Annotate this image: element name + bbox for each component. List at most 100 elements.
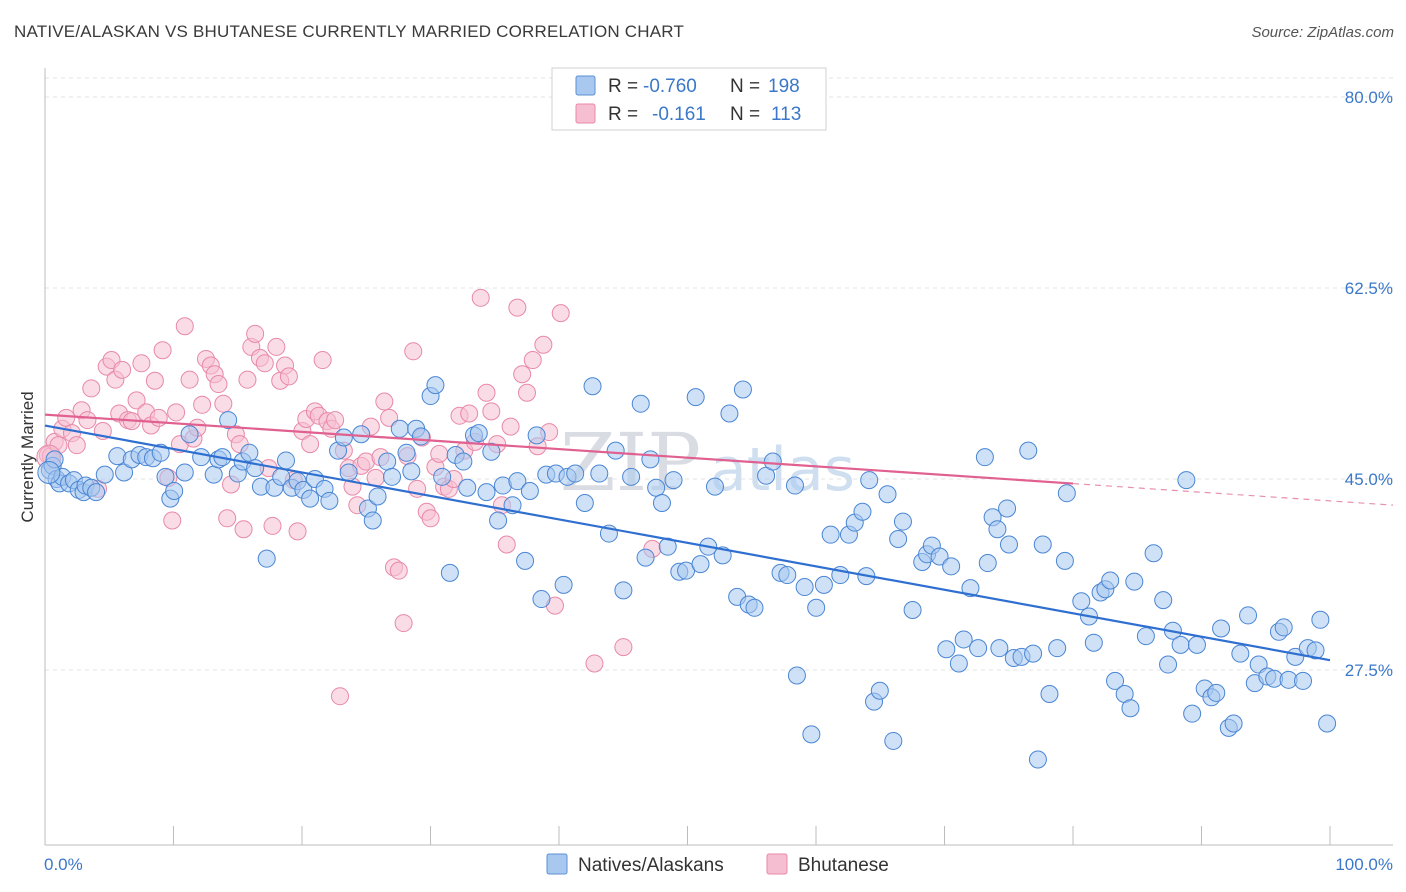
natives-point [352, 425, 371, 444]
natives-point [641, 450, 660, 469]
bhutanese-point [263, 516, 282, 535]
natives-point [520, 482, 539, 501]
natives-point [878, 485, 897, 504]
natives-point [95, 465, 114, 484]
bhutanese-point [279, 367, 298, 386]
natives-point [1212, 619, 1231, 638]
legend-r-label-bhutanese: R = [608, 104, 638, 125]
natives-point [733, 380, 752, 399]
natives-point [821, 525, 840, 544]
x-tick-label-0: 0.0% [44, 855, 83, 874]
natives-point [180, 425, 199, 444]
natives-point [1224, 714, 1243, 733]
natives-point [745, 598, 764, 617]
natives-point [1177, 471, 1196, 490]
x-tick-labels: 0.0% 100.0% [44, 855, 1393, 874]
natives-point [1024, 644, 1043, 663]
natives-point [652, 494, 671, 513]
natives-point [606, 441, 625, 460]
natives-point [402, 462, 421, 481]
bhutanese-point [375, 392, 394, 411]
natives-point [1019, 441, 1038, 460]
bhutanese-point [288, 522, 307, 541]
natives-point [1239, 606, 1258, 625]
bhutanese-point [585, 654, 604, 673]
bhutanese-point [193, 395, 212, 414]
bhutanese-point [78, 411, 97, 430]
natives-point [930, 547, 949, 566]
natives-point [1274, 618, 1293, 637]
bhutanese-trend-line [44, 413, 1074, 485]
bhutanese-point [313, 351, 332, 370]
bottom-legend-label-natives: Natives/Alaskans [578, 855, 724, 876]
natives-point [87, 483, 106, 502]
bhutanese-point [246, 324, 265, 343]
natives-point [893, 512, 912, 531]
natives-point [397, 443, 416, 462]
y-tick-label-2: 62.5% [1345, 279, 1393, 298]
source-credit: Source: ZipAtlas.com [1251, 24, 1394, 41]
bhutanese-point [218, 509, 237, 528]
natives-point [961, 579, 980, 598]
bhutanese-point [501, 417, 520, 436]
natives-point [320, 491, 339, 510]
natives-points [37, 376, 1337, 769]
natives-point [778, 566, 797, 585]
bhutanese-point [471, 288, 490, 307]
bhutanese-point [67, 436, 86, 455]
natives-point [516, 551, 535, 570]
bhutanese-point [326, 411, 345, 430]
y-tick-label-1: 45.0% [1345, 470, 1393, 489]
legend-n-value-bhutanese: 113 [771, 104, 801, 125]
natives-point [787, 666, 806, 685]
natives-point [884, 731, 903, 750]
natives-point [37, 460, 61, 484]
natives-point [339, 463, 358, 482]
natives-point [390, 419, 409, 438]
natives-point [1106, 671, 1125, 690]
natives-point [1144, 544, 1163, 563]
natives-point [1306, 641, 1325, 660]
natives-point [204, 465, 223, 484]
natives-point [853, 502, 872, 521]
natives-point [636, 548, 655, 567]
bhutanese-point [380, 408, 399, 427]
natives-point [1072, 592, 1091, 611]
natives-point [411, 427, 430, 446]
natives-point [1318, 714, 1337, 733]
natives-point [175, 463, 194, 482]
legend-r-value-bhutanese: -0.161 [652, 104, 706, 125]
legend-n-label-bhutanese: N = [730, 104, 760, 125]
natives-point [532, 590, 551, 609]
bhutanese-point [517, 383, 536, 402]
natives-point [276, 451, 295, 470]
natives-point [949, 654, 968, 673]
natives-point [1159, 655, 1178, 674]
natives-point [583, 377, 602, 396]
natives-point [1231, 644, 1250, 663]
bhutanese-point [132, 354, 151, 373]
natives-point [954, 630, 973, 649]
bhutanese-point [497, 535, 516, 554]
natives-point [192, 448, 211, 467]
natives-trend-line [44, 424, 1331, 662]
bhutanese-point [209, 375, 228, 394]
natives-point [240, 443, 259, 462]
y-tick-label-0: 27.5% [1345, 661, 1393, 680]
natives-point [998, 499, 1017, 518]
natives-point [1101, 571, 1120, 590]
bhutanese-point [238, 370, 257, 389]
natives-point [889, 530, 908, 549]
bhutanese-point [127, 391, 146, 410]
legend-box: R = -0.760 N = 198 R = -0.161 N = 113 [551, 67, 827, 131]
bhutanese-point [513, 365, 532, 384]
natives-point [489, 511, 508, 530]
x-tick-label-1: 100.0% [1335, 855, 1393, 874]
legend-swatch-bhutanese [575, 103, 596, 124]
natives-point [1171, 635, 1190, 654]
natives-point [795, 578, 814, 597]
legend-swatch-natives [575, 75, 596, 96]
bhutanese-point [153, 341, 172, 360]
natives-point [378, 452, 397, 471]
watermark-zip: ZIP [560, 416, 701, 509]
